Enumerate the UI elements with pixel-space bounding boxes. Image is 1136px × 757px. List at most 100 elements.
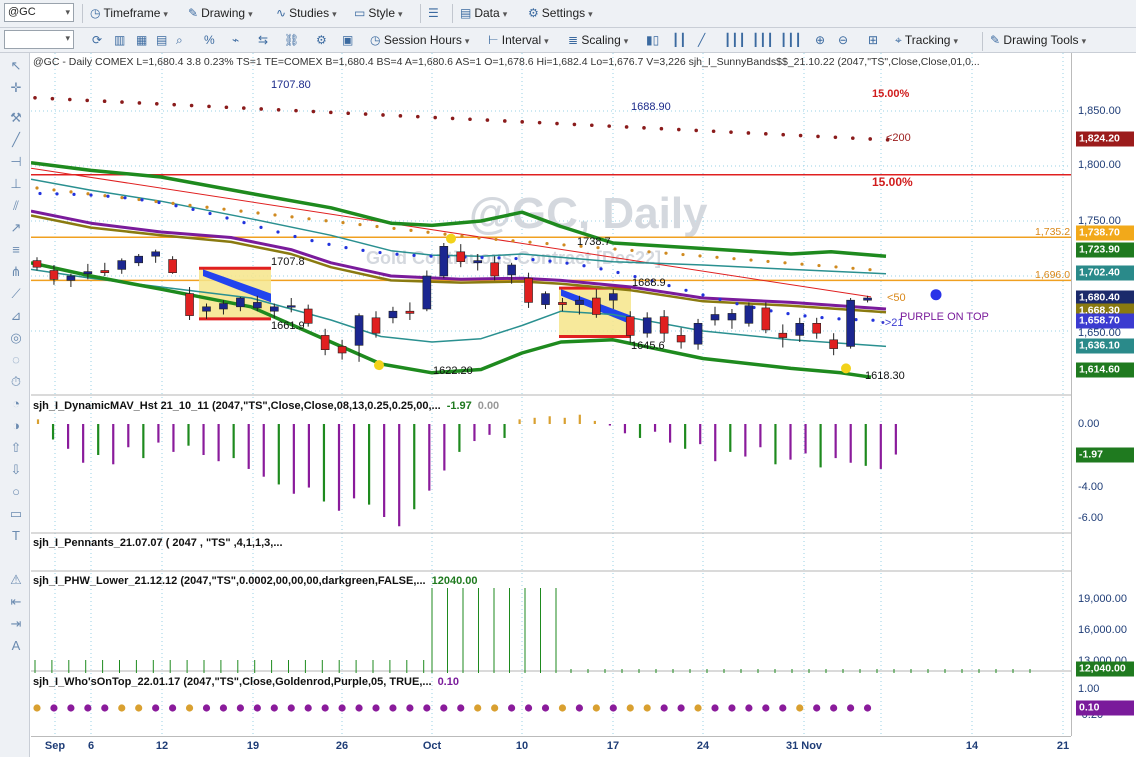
whos-on-top-dot — [863, 704, 872, 712]
pitchfork-icon[interactable]: ⋔ — [10, 264, 22, 279]
clock-icon: ◷ — [90, 6, 101, 20]
scaling-menu[interactable]: ≣ Scaling ▾ — [568, 33, 629, 47]
data-menu[interactable]: ▤ Data ▾ — [460, 4, 507, 23]
time-axis[interactable]: Sep 6 12 19 26 Oct 10 17 24 31 Nov 14 21 — [31, 736, 1071, 757]
table-icon[interactable]: ▤ — [156, 33, 168, 47]
candle-icon[interactable]: ▮▯ — [646, 33, 660, 47]
bars-icon[interactable]: ▥ — [114, 33, 126, 47]
whos-on-top-dot — [728, 704, 736, 712]
left-bar-icon[interactable]: ⇤ — [10, 594, 22, 609]
candle-body — [134, 255, 143, 264]
style-menu[interactable]: ▭ Style ▾ — [354, 4, 403, 23]
whos-on-top-dot — [321, 704, 329, 712]
whos-on-top-dot — [762, 704, 770, 712]
date-label: 19 — [246, 740, 260, 752]
text-icon[interactable]: T — [12, 528, 20, 543]
alert-icon[interactable]: ⚠ — [10, 572, 22, 587]
ma200-dot — [503, 119, 507, 123]
time-icon[interactable]: ⏱ — [10, 374, 22, 389]
symbol-input[interactable]: @GC ▾ — [4, 3, 74, 22]
up-arrow-icon[interactable]: ⇧ — [10, 440, 22, 455]
candle-body — [66, 275, 76, 281]
spiral-icon[interactable]: ◌ — [12, 352, 20, 367]
window-icon[interactable]: ▣ — [342, 33, 354, 47]
interval-input[interactable]: ▾ — [4, 30, 74, 49]
arc2-icon[interactable]: ◑ — [12, 418, 20, 433]
speed-icon[interactable]: ⊿ — [10, 308, 22, 323]
bars-sm-icon[interactable]: ┃┃┃ — [780, 33, 802, 47]
down-arrow-icon[interactable]: ⇩ — [10, 462, 22, 477]
crosshair-icon[interactable]: ⊞ — [868, 33, 879, 47]
gann-icon[interactable]: ⟋ — [11, 286, 21, 301]
ma200-dot — [137, 101, 142, 105]
pointer-icon[interactable]: ↖ — [10, 58, 22, 73]
chart-area[interactable]: @GC, Daily Gold Continuous Contract [Dec… — [31, 53, 1071, 736]
crosshair-tool-icon[interactable]: ✛ — [10, 80, 22, 95]
right-bar-icon[interactable]: ⇥ — [10, 616, 22, 631]
price-tick: 1,800.00 — [1078, 159, 1121, 171]
ohlc-icon[interactable]: ┃┃ — [672, 33, 687, 47]
zoom-in-icon[interactable]: ⊕ — [815, 33, 826, 47]
ray-icon[interactable]: ↗ — [10, 220, 22, 235]
ma21-dot — [106, 194, 110, 198]
candle-body — [693, 322, 703, 345]
refresh-icon[interactable]: ⟳ — [92, 33, 103, 47]
link-icon[interactable]: ⛓ — [284, 33, 300, 47]
ma200-dot — [450, 116, 455, 121]
chart-canvas[interactable]: @GC, Daily Gold Continuous Contract [Dec… — [31, 53, 1071, 736]
zoom-out-bars-icon[interactable]: ┃┃┃ — [752, 33, 774, 47]
lower-teal-band — [31, 268, 887, 348]
cycle-icon[interactable]: ◎ — [10, 330, 22, 345]
ma21-dot — [55, 192, 59, 196]
ma50-dot — [783, 261, 787, 265]
percent-icon[interactable]: % — [204, 33, 215, 47]
drawing-menu[interactable]: ✎ Drawing ▾ — [188, 4, 253, 23]
line-chart-icon[interactable]: ╱ — [698, 33, 706, 47]
compare-icon[interactable]: ⇆ — [258, 33, 269, 47]
ma21-dot — [497, 256, 501, 260]
wrench-icon[interactable]: ⚒ — [10, 110, 22, 125]
grid-icon[interactable]: ▦ — [136, 33, 148, 47]
chart-type-icon[interactable]: ⌁ — [232, 33, 240, 47]
gear-icon: ⚙ — [528, 6, 539, 20]
chart-header: @GC - Daily COMEX L=1,680.4 3.8 0.23% TS… — [33, 56, 980, 68]
pane4-badge: 12,040.00 — [1076, 661, 1134, 677]
ma50-dot — [562, 243, 566, 247]
ma50-dot — [239, 209, 243, 213]
layout-button[interactable]: ☰ — [428, 4, 442, 23]
ma50-dot — [494, 237, 498, 242]
hline-icon[interactable]: ⊣ — [10, 154, 22, 169]
drawing-tools-menu[interactable]: ✎ Drawing Tools ▾ — [990, 33, 1087, 47]
candle-body — [422, 275, 432, 310]
ma21-dot — [633, 274, 637, 279]
zoom-icon[interactable]: ⌕ — [176, 33, 183, 47]
format-icon[interactable]: ⚙ — [316, 33, 327, 47]
rectangle-icon[interactable]: ▭ — [9, 506, 23, 521]
settings-menu[interactable]: ⚙ Settings ▾ — [528, 4, 593, 23]
ma200-dot — [33, 96, 37, 100]
ma50-dot — [477, 236, 481, 240]
timeframe-menu[interactable]: ◷ Timeframe ▾ — [90, 4, 168, 23]
aa-icon[interactable]: A — [11, 638, 21, 653]
trendline-icon[interactable]: ╱ — [12, 132, 20, 147]
ma200-dot — [572, 122, 577, 127]
channel-icon[interactable]: ⫽ — [13, 198, 19, 213]
ma200-dot — [607, 124, 611, 128]
fib-icon[interactable]: ≡ — [12, 242, 20, 257]
vline-icon[interactable]: ⊥ — [10, 176, 22, 191]
zoom-out-icon[interactable]: ⊖ — [838, 33, 849, 47]
candle-body — [490, 262, 499, 277]
ma200-dot — [833, 135, 838, 140]
purple-on-top-dot — [930, 289, 942, 301]
tracking-menu[interactable]: ⌖ Tracking ▾ — [895, 33, 958, 47]
pane4-tick: 16,000.00 — [1078, 624, 1127, 636]
whos-on-top-dot — [575, 704, 584, 712]
zoom-in-bars-icon[interactable]: ┃┃┃ — [724, 33, 746, 47]
interval-menu[interactable]: ⊢ Interval ▾ — [488, 33, 549, 47]
ellipse-icon[interactable]: ○ — [12, 484, 20, 499]
arc-icon[interactable]: ◔ — [12, 396, 20, 411]
candle-body — [354, 315, 364, 346]
price-axis[interactable]: 1,850.00 1,800.00 1,750.00 1,650.00 1,82… — [1071, 53, 1136, 736]
session-hours-menu[interactable]: ◷ Session Hours ▾ — [370, 33, 470, 47]
studies-menu[interactable]: ∿ Studies ▾ — [276, 4, 337, 23]
